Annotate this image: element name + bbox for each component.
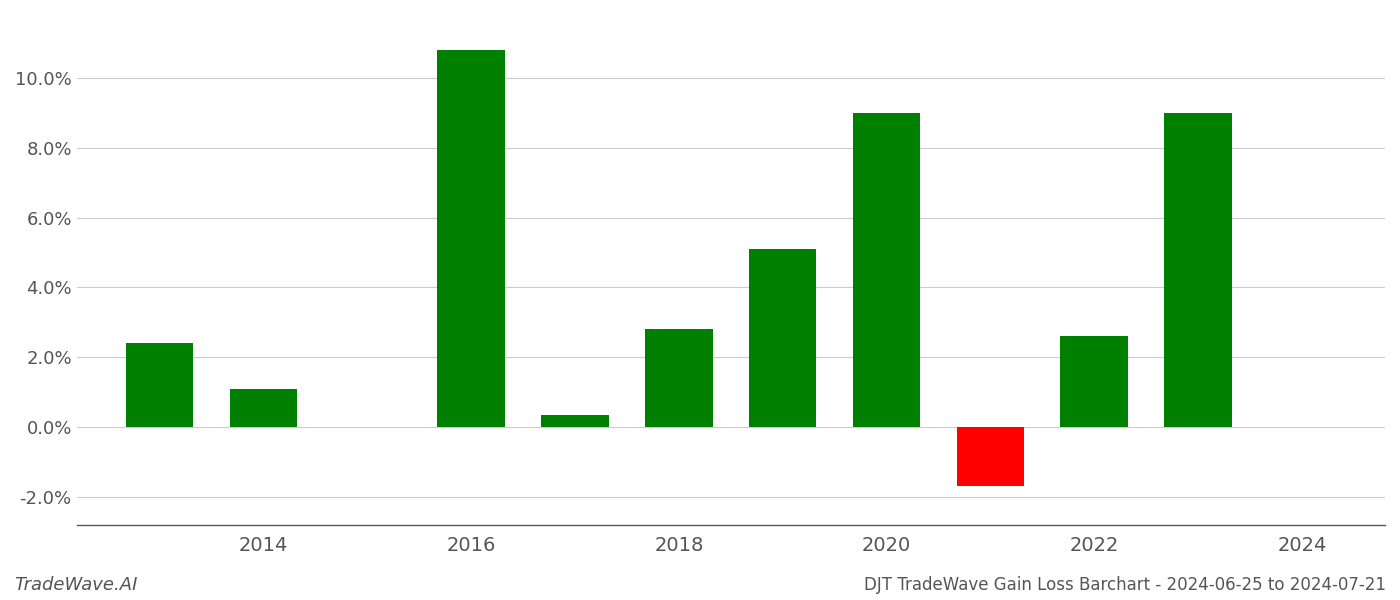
- Bar: [1165, 113, 1232, 427]
- Bar: [956, 427, 1025, 487]
- Text: DJT TradeWave Gain Loss Barchart - 2024-06-25 to 2024-07-21: DJT TradeWave Gain Loss Barchart - 2024-…: [864, 576, 1386, 594]
- Bar: [1060, 336, 1128, 427]
- Text: TradeWave.AI: TradeWave.AI: [14, 576, 137, 594]
- Bar: [437, 50, 505, 427]
- Bar: [749, 249, 816, 427]
- Bar: [853, 113, 920, 427]
- Bar: [230, 389, 297, 427]
- Bar: [645, 329, 713, 427]
- Bar: [126, 343, 193, 427]
- Bar: [542, 415, 609, 427]
